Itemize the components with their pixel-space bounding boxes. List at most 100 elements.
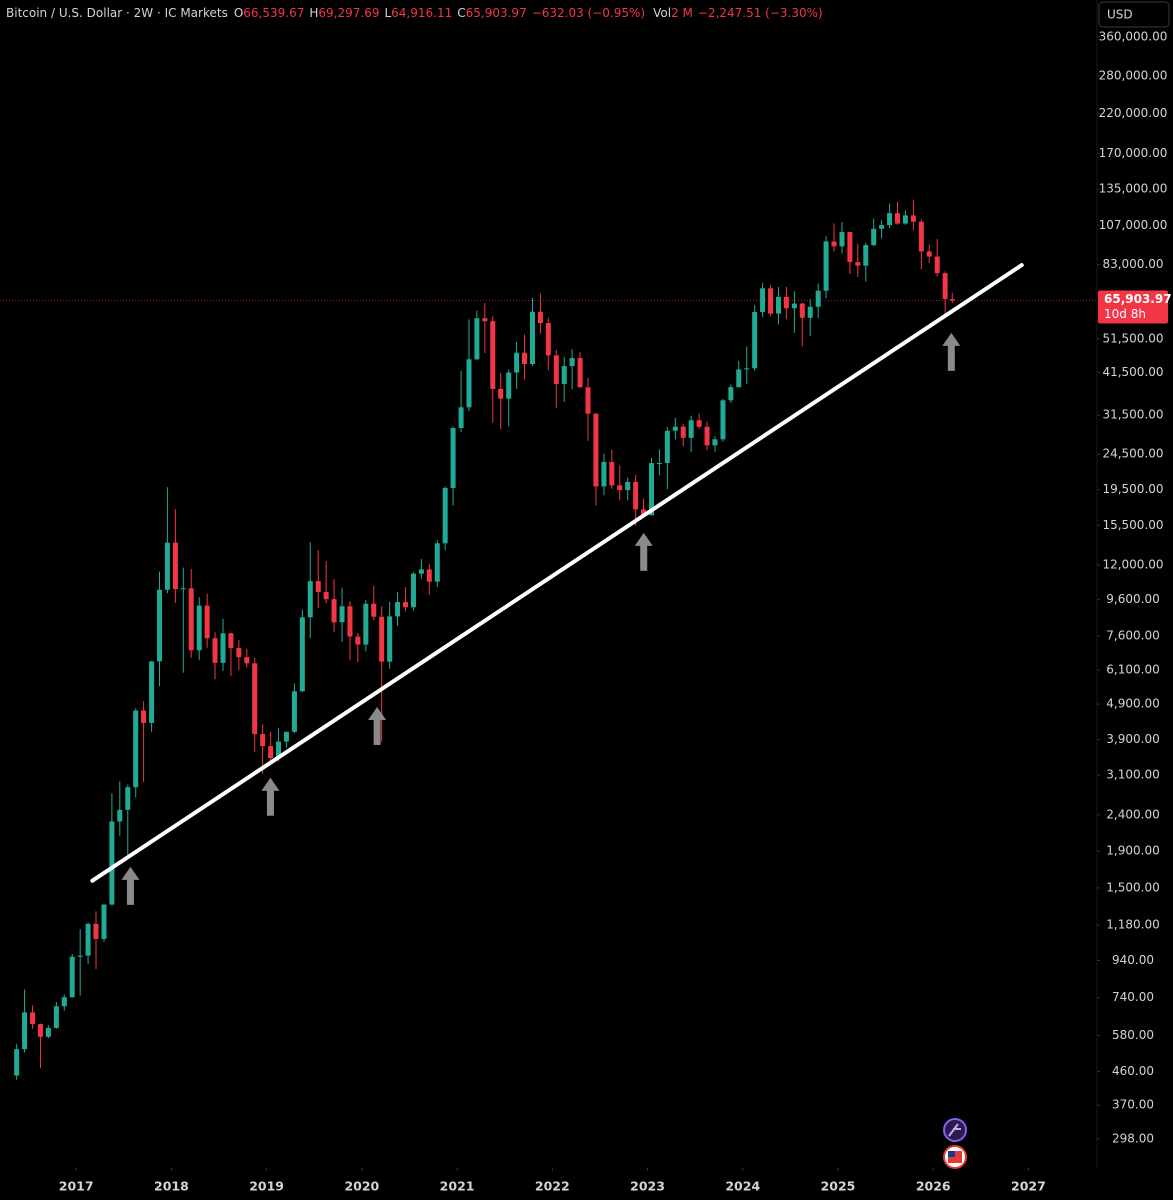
candle-body	[561, 366, 567, 384]
candle-body	[291, 691, 297, 732]
candle-body	[609, 461, 615, 486]
y-tick-label: 220,000.00	[1099, 106, 1168, 120]
candle-body	[347, 606, 353, 637]
support-arrow	[121, 866, 140, 905]
candle-body	[355, 636, 361, 645]
candle-body	[815, 290, 821, 307]
candle-body	[863, 245, 869, 266]
ohlc-key: L	[384, 6, 391, 20]
candle-body	[53, 1006, 59, 1028]
candle-body	[664, 430, 670, 463]
x-tick-label: 2025	[821, 1179, 856, 1194]
candle-body	[117, 809, 123, 822]
candle-body	[141, 710, 147, 723]
candle-body	[260, 734, 266, 747]
candle-body	[371, 603, 377, 617]
candle-body	[212, 638, 218, 663]
candle-body	[688, 420, 694, 438]
candle-body	[791, 303, 797, 309]
candle-body	[315, 581, 321, 593]
x-tick-label: 2018	[154, 1179, 189, 1194]
candle-body	[228, 633, 234, 649]
y-tick-label: 12,000.00	[1102, 558, 1163, 572]
candle-body	[77, 955, 83, 957]
candle-body	[514, 352, 520, 373]
candle-body	[466, 359, 472, 408]
candle-body	[188, 588, 194, 651]
candle-body	[450, 428, 456, 489]
symbol: Bitcoin / U.S. Dollar · 2W · IC Markets	[6, 6, 228, 20]
y-tick-label: 24,500.00	[1102, 447, 1163, 461]
candle-body	[498, 388, 504, 399]
legend-header: Bitcoin / U.S. Dollar · 2W · IC Markets O…	[6, 6, 823, 20]
candle-body	[244, 657, 250, 664]
y-tick-label: 460.00	[1112, 1064, 1154, 1078]
icons	[943, 1118, 967, 1169]
candle-body	[363, 603, 369, 645]
candle-body	[855, 262, 861, 266]
candle-body	[569, 358, 575, 367]
candle-body	[942, 273, 948, 300]
candle-body	[85, 923, 91, 956]
candle-body	[530, 311, 536, 365]
y-tick-label: 9,600.00	[1106, 592, 1159, 606]
currency-label: USD	[1107, 8, 1133, 22]
candle-body	[61, 997, 67, 1007]
y-tick-label: 360,000.00	[1099, 29, 1168, 43]
candle-body	[323, 592, 329, 600]
candle-body	[402, 602, 408, 608]
price-label: 65,903.97	[1104, 292, 1172, 306]
candle-body	[712, 439, 718, 446]
candle-body	[593, 413, 599, 487]
y-tick-label: 7,600.00	[1106, 628, 1159, 642]
candle-body	[30, 1012, 36, 1025]
candle-body	[887, 213, 893, 226]
y-tick-label: 2,400.00	[1106, 807, 1159, 821]
support-arrow	[368, 706, 387, 745]
candle-body	[656, 462, 662, 464]
candle-body	[283, 731, 289, 742]
candle-body	[680, 426, 686, 438]
support-arrow	[634, 532, 653, 571]
candle-body	[379, 616, 385, 662]
candle-body	[490, 321, 496, 389]
candle-body	[617, 485, 623, 491]
x-tick-label: 2022	[535, 1179, 570, 1194]
candle-body	[506, 372, 512, 399]
ohlc-key: H	[309, 6, 318, 20]
x-tick-label: 2026	[916, 1179, 951, 1194]
y-tick-label: 83,000.00	[1102, 257, 1163, 271]
support-arrow	[942, 332, 961, 371]
ohlc-key: O	[234, 6, 243, 20]
candle-body	[783, 296, 789, 309]
candle-body	[847, 232, 853, 263]
candle-body	[410, 573, 416, 608]
candle-body	[545, 323, 551, 356]
candle-body	[299, 617, 305, 692]
candle-body	[728, 387, 734, 401]
y-tick-label: 170,000.00	[1099, 146, 1168, 160]
ohlc-value: 69,297.69	[318, 6, 379, 20]
trendline	[90, 263, 1024, 883]
candle-body	[752, 312, 758, 369]
y-tick-label: 3,100.00	[1106, 768, 1159, 782]
candle-body	[760, 288, 766, 313]
candle-body	[926, 251, 932, 257]
y-tick-label: 280,000.00	[1099, 68, 1168, 82]
price-label-box	[1098, 290, 1168, 324]
y-tick-label: 1,500.00	[1106, 880, 1159, 894]
candle-body	[37, 1024, 43, 1037]
x-tick-label: 2020	[344, 1179, 379, 1194]
plot-area	[0, 199, 1097, 1080]
candle-body	[22, 1012, 28, 1050]
candle-body	[871, 228, 877, 246]
candle-body	[458, 407, 464, 429]
support-arrow	[261, 777, 280, 816]
change: −632.03 (−0.95%)	[532, 6, 645, 20]
y-tick-label: 6,100.00	[1106, 663, 1159, 677]
currency-button[interactable]	[1098, 1, 1170, 28]
candle-body	[149, 661, 155, 723]
candle-body	[387, 616, 393, 662]
